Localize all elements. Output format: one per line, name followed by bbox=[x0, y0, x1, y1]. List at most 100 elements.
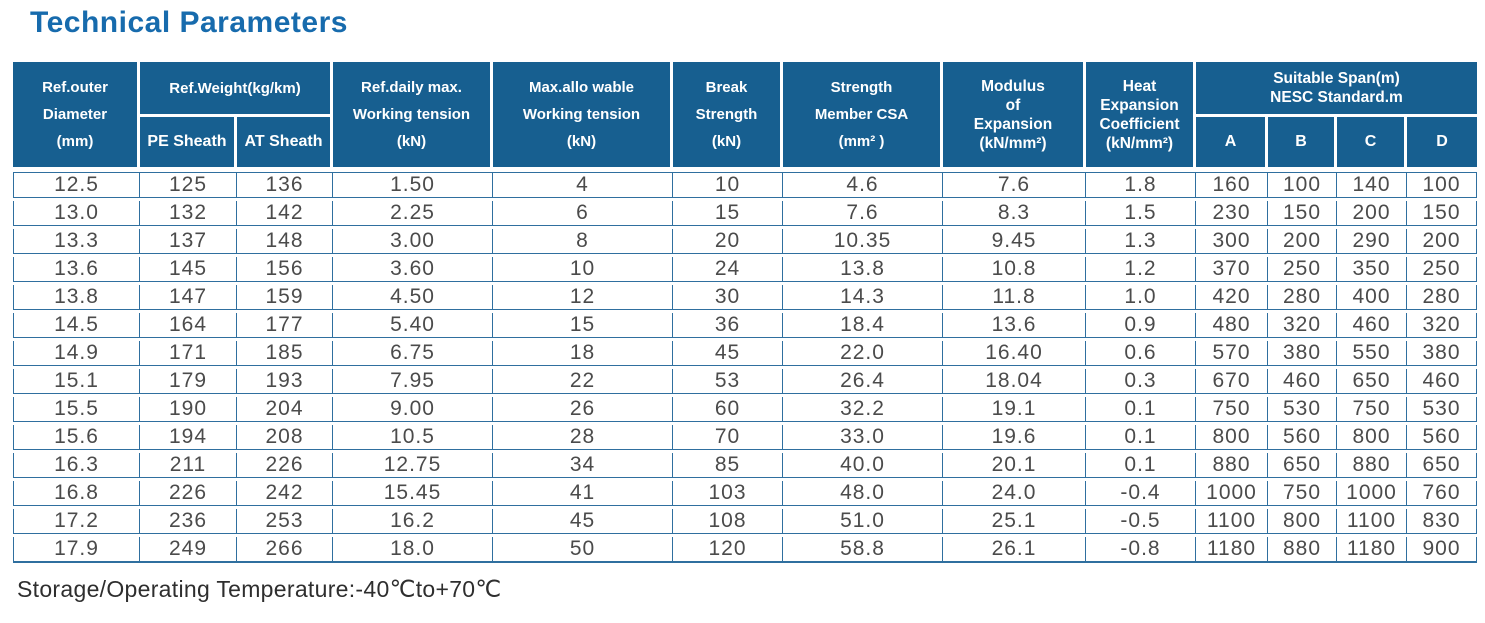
table-cell: 0.9 bbox=[1086, 313, 1196, 338]
table-cell: 30 bbox=[673, 285, 783, 310]
table-cell: 280 bbox=[1407, 285, 1477, 310]
table-cell: 190 bbox=[140, 397, 237, 422]
table-cell: 650 bbox=[1407, 453, 1477, 478]
table-cell: 179 bbox=[140, 369, 237, 394]
header-modulus-of-expansion: Modulus of Expansion (kN/mm²) bbox=[943, 62, 1086, 167]
table-cell: 250 bbox=[1268, 257, 1337, 282]
table-cell: 26 bbox=[493, 397, 673, 422]
header-strength-member-csa: Strength Member CSA (mm² ) bbox=[783, 62, 943, 167]
table-cell: 18.0 bbox=[333, 537, 493, 563]
table-cell: 1180 bbox=[1337, 537, 1407, 563]
table-cell: 400 bbox=[1337, 285, 1407, 310]
table-cell: 140 bbox=[1337, 172, 1407, 198]
table-cell: 1.0 bbox=[1086, 285, 1196, 310]
table-cell: 18.04 bbox=[943, 369, 1086, 394]
table-body: 12.5 125 136 1.50 4 10 4.6 7.6 1.8 160 100 140 100 13… bbox=[13, 172, 1477, 563]
table-cell: 17.2 bbox=[13, 509, 140, 534]
table-cell: 36 bbox=[673, 313, 783, 338]
table-cell: 100 bbox=[1407, 172, 1477, 198]
table-cell: 103 bbox=[673, 481, 783, 506]
header-ref-weight-group: Ref.Weight(kg/km) bbox=[140, 62, 333, 114]
table-cell: 150 bbox=[1268, 201, 1337, 226]
table-cell: 16.8 bbox=[13, 481, 140, 506]
table-cell: 370 bbox=[1196, 257, 1268, 282]
table-cell: 800 bbox=[1268, 509, 1337, 534]
table-cell: 177 bbox=[237, 313, 333, 338]
table-cell: 10.35 bbox=[783, 229, 943, 254]
table-cell: 132 bbox=[140, 201, 237, 226]
table-cell: 290 bbox=[1337, 229, 1407, 254]
table-cell: 750 bbox=[1337, 397, 1407, 422]
table-cell: 208 bbox=[237, 425, 333, 450]
table-cell: 14.5 bbox=[13, 313, 140, 338]
table-cell: 0.1 bbox=[1086, 397, 1196, 422]
header-daily-working-tension: Ref.daily max. Working tension (kN) bbox=[333, 62, 493, 167]
table-cell: 350 bbox=[1337, 257, 1407, 282]
header-suitable-span-group: Suitable Span(m) NESC Standard.m bbox=[1196, 62, 1477, 114]
table-cell: 10 bbox=[493, 257, 673, 282]
table-cell: 4 bbox=[493, 172, 673, 198]
table-cell: 226 bbox=[237, 453, 333, 478]
table-cell: 41 bbox=[493, 481, 673, 506]
table-cell: 15.1 bbox=[13, 369, 140, 394]
table-cell: 1180 bbox=[1196, 537, 1268, 563]
table-cell: 420 bbox=[1196, 285, 1268, 310]
table-cell: 530 bbox=[1268, 397, 1337, 422]
table-row: 14.5 164 177 5.40 15 36 18.4 13.6 0.9 480 320 460 32… bbox=[13, 313, 1477, 338]
table-cell: 200 bbox=[1337, 201, 1407, 226]
table-cell: 530 bbox=[1407, 397, 1477, 422]
table-cell: 120 bbox=[673, 537, 783, 563]
table-cell: 8.3 bbox=[943, 201, 1086, 226]
table-cell: 6.75 bbox=[333, 341, 493, 366]
table-cell: 2.25 bbox=[333, 201, 493, 226]
table-cell: 880 bbox=[1337, 453, 1407, 478]
table-cell: 45 bbox=[493, 509, 673, 534]
table-cell: 40.0 bbox=[783, 453, 943, 478]
table-cell: 460 bbox=[1407, 369, 1477, 394]
table-cell: 15.45 bbox=[333, 481, 493, 506]
table-cell: 750 bbox=[1268, 481, 1337, 506]
table-cell: 1100 bbox=[1196, 509, 1268, 534]
table-cell: 14.9 bbox=[13, 341, 140, 366]
table-cell: 880 bbox=[1196, 453, 1268, 478]
table-cell: 880 bbox=[1268, 537, 1337, 563]
table-cell: 560 bbox=[1407, 425, 1477, 450]
table-cell: 24.0 bbox=[943, 481, 1086, 506]
table-header: Ref.outer Diameter (mm) Ref.Weight(kg/km… bbox=[13, 62, 1477, 167]
table-cell: 0.6 bbox=[1086, 341, 1196, 366]
table-cell: 253 bbox=[237, 509, 333, 534]
table-cell: 9.45 bbox=[943, 229, 1086, 254]
table-row: 17.9 249 266 18.0 50 120 58.8 26.1 -0.8 1180 880 11… bbox=[13, 537, 1477, 563]
table-cell: 320 bbox=[1268, 313, 1337, 338]
table-cell: 7.6 bbox=[783, 201, 943, 226]
table-cell: 51.0 bbox=[783, 509, 943, 534]
table-cell: 480 bbox=[1196, 313, 1268, 338]
table-cell: 1.8 bbox=[1086, 172, 1196, 198]
table-row: 13.8 147 159 4.50 12 30 14.3 11.8 1.0 420 280 400 28… bbox=[13, 285, 1477, 310]
table-cell: 32.2 bbox=[783, 397, 943, 422]
table-cell: 0.1 bbox=[1086, 453, 1196, 478]
table-cell: 670 bbox=[1196, 369, 1268, 394]
table-cell: 24 bbox=[673, 257, 783, 282]
table-cell: 70 bbox=[673, 425, 783, 450]
table-cell: 1100 bbox=[1337, 509, 1407, 534]
table-cell: 148 bbox=[237, 229, 333, 254]
table-cell: 14.3 bbox=[783, 285, 943, 310]
table-cell: 159 bbox=[237, 285, 333, 310]
table-cell: 28 bbox=[493, 425, 673, 450]
table-row: 15.5 190 204 9.00 26 60 32.2 19.1 0.1 750 530 750 53… bbox=[13, 397, 1477, 422]
table-cell: 17.9 bbox=[13, 537, 140, 563]
table-cell: -0.4 bbox=[1086, 481, 1196, 506]
table-cell: 33.0 bbox=[783, 425, 943, 450]
table-cell: 560 bbox=[1268, 425, 1337, 450]
table-cell: 200 bbox=[1407, 229, 1477, 254]
table-cell: 16.2 bbox=[333, 509, 493, 534]
table-cell: 249 bbox=[140, 537, 237, 563]
table-cell: 4.6 bbox=[783, 172, 943, 198]
table-cell: 242 bbox=[237, 481, 333, 506]
table-row: 16.3 211 226 12.75 34 85 40.0 20.1 0.1 880 650 880 6… bbox=[13, 453, 1477, 478]
table-cell: 8 bbox=[493, 229, 673, 254]
table-row: 15.6 194 208 10.5 28 70 33.0 19.6 0.1 800 560 800 56… bbox=[13, 425, 1477, 450]
table-cell: -0.8 bbox=[1086, 537, 1196, 563]
table-cell: 250 bbox=[1407, 257, 1477, 282]
